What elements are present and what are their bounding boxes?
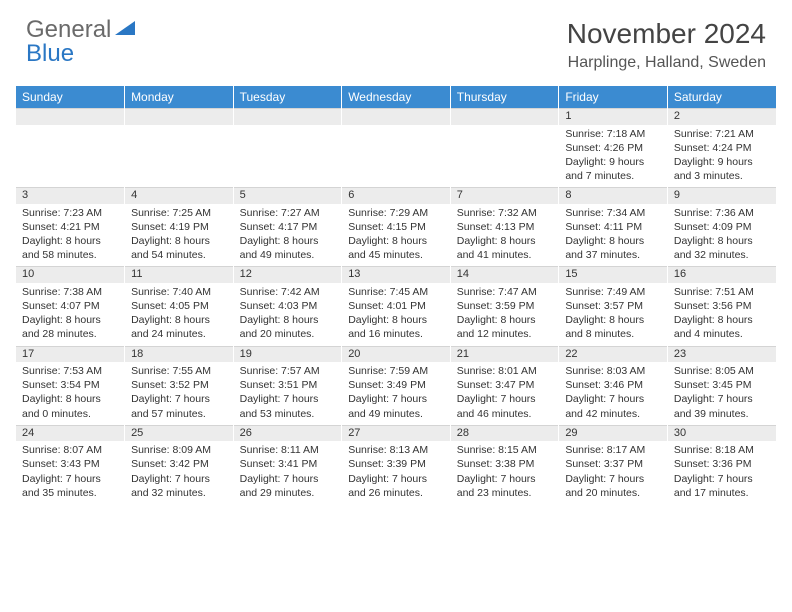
calendar-body: 12 Sunrise: 7:18 AMSunset: 4:26 PMDaylig… (16, 109, 776, 504)
day-number-cell: 7 (450, 188, 559, 204)
day-number-cell (342, 109, 451, 125)
weekday-header: Wednesday (342, 86, 451, 109)
day-data-cell: Sunrise: 8:17 AMSunset: 3:37 PMDaylight:… (559, 441, 668, 504)
day-number-cell: 26 (233, 425, 342, 441)
day-number-cell: 22 (559, 346, 668, 362)
day-number-row: 24252627282930 (16, 425, 776, 441)
weekday-header: Thursday (450, 86, 559, 109)
day-number-cell: 24 (16, 425, 125, 441)
day-number-cell (233, 109, 342, 125)
day-data-row: Sunrise: 8:07 AMSunset: 3:43 PMDaylight:… (16, 441, 776, 504)
day-number-cell: 3 (16, 188, 125, 204)
weekday-header: Saturday (667, 86, 776, 109)
day-number-cell: 13 (342, 267, 451, 283)
day-data-row: Sunrise: 7:53 AMSunset: 3:54 PMDaylight:… (16, 362, 776, 425)
day-data-cell: Sunrise: 7:32 AMSunset: 4:13 PMDaylight:… (450, 204, 559, 267)
day-number-cell: 4 (125, 188, 234, 204)
day-number-cell: 5 (233, 188, 342, 204)
day-number-cell: 14 (450, 267, 559, 283)
day-data-cell: Sunrise: 7:23 AMSunset: 4:21 PMDaylight:… (16, 204, 125, 267)
day-number-cell (450, 109, 559, 125)
day-data-cell (125, 125, 234, 188)
day-data-cell: Sunrise: 7:51 AMSunset: 3:56 PMDaylight:… (667, 283, 776, 346)
day-number-cell (125, 109, 234, 125)
day-number-cell: 9 (667, 188, 776, 204)
day-data-cell (342, 125, 451, 188)
day-data-cell: Sunrise: 8:11 AMSunset: 3:41 PMDaylight:… (233, 441, 342, 504)
day-number-row: 3456789 (16, 188, 776, 204)
day-data-cell: Sunrise: 7:27 AMSunset: 4:17 PMDaylight:… (233, 204, 342, 267)
day-data-cell: Sunrise: 7:25 AMSunset: 4:19 PMDaylight:… (125, 204, 234, 267)
day-data-cell: Sunrise: 7:55 AMSunset: 3:52 PMDaylight:… (125, 362, 234, 425)
day-data-row: Sunrise: 7:38 AMSunset: 4:07 PMDaylight:… (16, 283, 776, 346)
day-number-cell: 1 (559, 109, 668, 125)
day-number-cell: 12 (233, 267, 342, 283)
day-data-cell: Sunrise: 8:15 AMSunset: 3:38 PMDaylight:… (450, 441, 559, 504)
day-data-cell: Sunrise: 7:57 AMSunset: 3:51 PMDaylight:… (233, 362, 342, 425)
day-data-cell: Sunrise: 8:18 AMSunset: 3:36 PMDaylight:… (667, 441, 776, 504)
weekday-header: Tuesday (233, 86, 342, 109)
month-title: November 2024 (567, 18, 766, 50)
day-data-cell: Sunrise: 7:29 AMSunset: 4:15 PMDaylight:… (342, 204, 451, 267)
calendar-table: SundayMondayTuesdayWednesdayThursdayFrid… (16, 86, 776, 504)
weekday-header: Monday (125, 86, 234, 109)
logo-word1: General (26, 18, 111, 42)
day-data-cell: Sunrise: 7:40 AMSunset: 4:05 PMDaylight:… (125, 283, 234, 346)
day-number-cell: 28 (450, 425, 559, 441)
day-data-cell: Sunrise: 7:21 AMSunset: 4:24 PMDaylight:… (667, 125, 776, 188)
weekday-header: Sunday (16, 86, 125, 109)
day-number-row: 17181920212223 (16, 346, 776, 362)
day-number-cell: 11 (125, 267, 234, 283)
day-data-cell: Sunrise: 8:09 AMSunset: 3:42 PMDaylight:… (125, 441, 234, 504)
day-number-cell: 16 (667, 267, 776, 283)
day-number-row: 10111213141516 (16, 267, 776, 283)
day-data-cell: Sunrise: 7:45 AMSunset: 4:01 PMDaylight:… (342, 283, 451, 346)
day-data-cell: Sunrise: 8:03 AMSunset: 3:46 PMDaylight:… (559, 362, 668, 425)
day-data-cell: Sunrise: 7:36 AMSunset: 4:09 PMDaylight:… (667, 204, 776, 267)
day-data-cell: Sunrise: 7:59 AMSunset: 3:49 PMDaylight:… (342, 362, 451, 425)
day-number-cell: 10 (16, 267, 125, 283)
day-number-cell: 6 (342, 188, 451, 204)
day-number-cell: 2 (667, 109, 776, 125)
day-number-cell: 20 (342, 346, 451, 362)
weekday-header-row: SundayMondayTuesdayWednesdayThursdayFrid… (16, 86, 776, 109)
day-data-cell: Sunrise: 8:01 AMSunset: 3:47 PMDaylight:… (450, 362, 559, 425)
day-data-cell: Sunrise: 7:42 AMSunset: 4:03 PMDaylight:… (233, 283, 342, 346)
logo-triangle-icon (115, 18, 137, 42)
day-data-cell (16, 125, 125, 188)
day-number-cell: 19 (233, 346, 342, 362)
day-data-cell: Sunrise: 7:47 AMSunset: 3:59 PMDaylight:… (450, 283, 559, 346)
location: Harplinge, Halland, Sweden (567, 54, 766, 72)
day-number-cell: 18 (125, 346, 234, 362)
day-data-cell: Sunrise: 7:18 AMSunset: 4:26 PMDaylight:… (559, 125, 668, 188)
day-data-cell: Sunrise: 7:53 AMSunset: 3:54 PMDaylight:… (16, 362, 125, 425)
day-number-cell: 17 (16, 346, 125, 362)
day-number-cell (16, 109, 125, 125)
logo: General (26, 18, 137, 42)
header: General November 2024 Harplinge, Halland… (0, 0, 792, 78)
day-number-cell: 23 (667, 346, 776, 362)
day-data-cell (233, 125, 342, 188)
day-data-cell (450, 125, 559, 188)
day-data-cell: Sunrise: 8:05 AMSunset: 3:45 PMDaylight:… (667, 362, 776, 425)
day-data-cell: Sunrise: 8:07 AMSunset: 3:43 PMDaylight:… (16, 441, 125, 504)
day-data-cell: Sunrise: 7:49 AMSunset: 3:57 PMDaylight:… (559, 283, 668, 346)
day-data-cell: Sunrise: 7:34 AMSunset: 4:11 PMDaylight:… (559, 204, 668, 267)
day-data-row: Sunrise: 7:18 AMSunset: 4:26 PMDaylight:… (16, 125, 776, 188)
day-number-cell: 30 (667, 425, 776, 441)
day-number-cell: 21 (450, 346, 559, 362)
day-number-cell: 15 (559, 267, 668, 283)
weekday-header: Friday (559, 86, 668, 109)
day-number-cell: 8 (559, 188, 668, 204)
day-number-row: 12 (16, 109, 776, 125)
logo-word2: Blue (26, 40, 74, 68)
day-data-row: Sunrise: 7:23 AMSunset: 4:21 PMDaylight:… (16, 204, 776, 267)
day-number-cell: 29 (559, 425, 668, 441)
day-number-cell: 27 (342, 425, 451, 441)
title-block: November 2024 Harplinge, Halland, Sweden (567, 18, 766, 72)
day-data-cell: Sunrise: 8:13 AMSunset: 3:39 PMDaylight:… (342, 441, 451, 504)
day-number-cell: 25 (125, 425, 234, 441)
day-data-cell: Sunrise: 7:38 AMSunset: 4:07 PMDaylight:… (16, 283, 125, 346)
